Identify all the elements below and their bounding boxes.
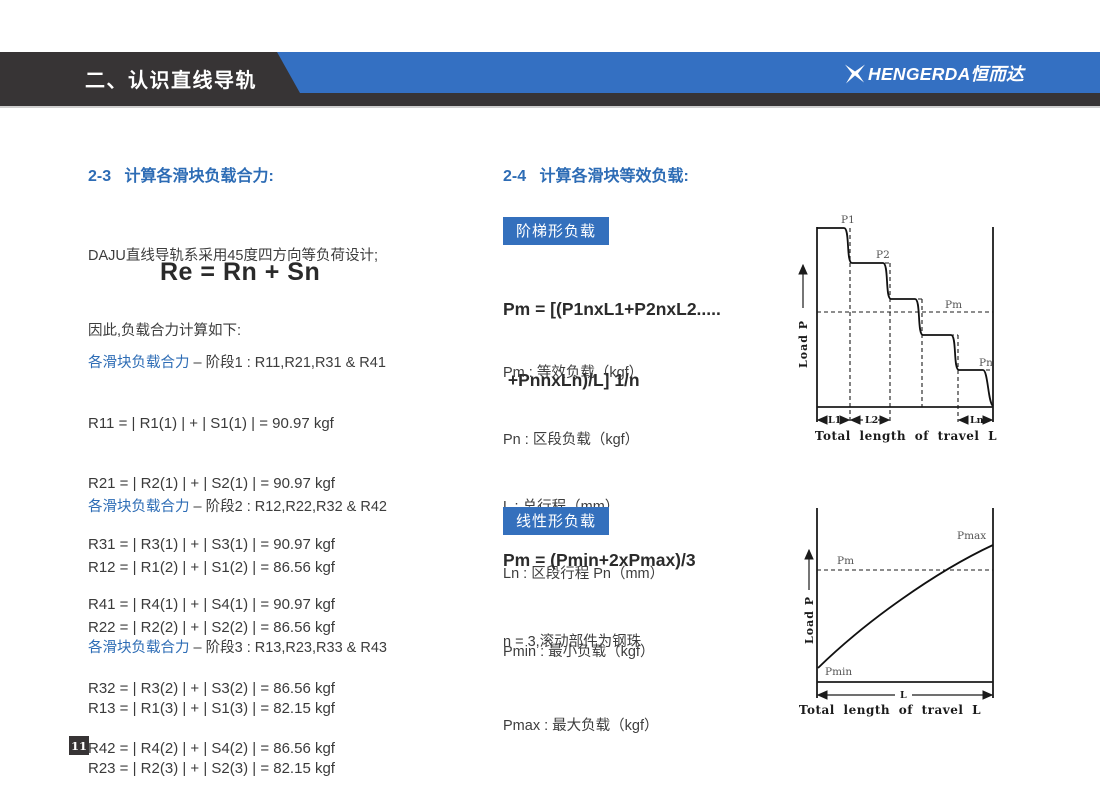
linear-caption: Total length of travel L	[799, 703, 981, 717]
definition-row: Pm : 等效负载（kgf）	[503, 364, 644, 381]
pm-label: Pm	[945, 299, 962, 311]
section-2-3-heading: 2-3 计算各滑块负载合力:	[88, 168, 274, 185]
brand-bird-icon	[843, 62, 867, 85]
l-label: L	[900, 690, 907, 701]
stepped-load-badge: 阶梯形负载	[503, 217, 610, 245]
block-heading: 各滑块负载合力 – 阶段1 : R11,R21,R31 & R41	[88, 351, 386, 372]
linear-load-diagram: Load P Pm Pmax Pmin L Total length of tr…	[799, 508, 994, 717]
stepped-caption: Total length of travel L	[815, 429, 997, 443]
definition-row: Pn : 区段负载（kgf）	[503, 432, 640, 449]
stepped-load-formula: Pm = [(P1nxL1+P2nxL2..... +PnnxLn)/L] 1/…	[503, 251, 721, 439]
pn-label: Pn	[979, 357, 993, 369]
load-block-stage-2: 各滑块负载合力 – 阶段2 : R12,R22,R32 & R42 R12 = …	[88, 459, 387, 798]
linear-y-axis-label: Load P	[803, 596, 816, 644]
section-2-4-heading: 2-4 计算各滑块等效负载:	[503, 168, 689, 185]
equation-row: R13 = | R1(3) | + | S1(3) | = 82.15 kgf	[88, 700, 335, 717]
equation-row: R12 = | R1(2) | + | S1(2) | = 86.56 kgf	[88, 559, 335, 576]
intro-paragraph: DAJU直线导轨系采用45度四方向等负荷设计; 因此,负载合力计算如下:	[88, 194, 378, 394]
pmin-label: Pmin	[825, 666, 852, 678]
l2-label: L2	[865, 415, 878, 426]
stepped-formula-line-2: +PnnxLn)/L] 1/n	[503, 369, 640, 390]
p2-label: P2	[876, 249, 890, 261]
equation-row: R21 = | R2(1) | + | S2(1) | = 90.97 kgf	[88, 475, 335, 493]
l1-label: L1	[828, 415, 841, 426]
intro-line-1: DAJU直线导轨系采用45度四方向等负荷设计;	[88, 248, 379, 264]
load-block-stage-1: 各滑块负载合力 – 阶段1 : R11,R21,R31 & R41 R11 = …	[88, 315, 386, 654]
equation-row: R23 = | R2(3) | + | S2(3) | = 82.15 kgf	[88, 760, 335, 778]
block-heading-label: 各滑块负载合力	[88, 499, 190, 515]
definition-row: n = 3,滚动部件为钢珠	[503, 633, 642, 650]
block-heading-label: 各滑块负载合力	[88, 355, 190, 371]
chapter-title: 二、认识直线导轨	[85, 70, 257, 92]
page-number-badge: 11	[69, 736, 89, 755]
equation-row: R41 = | R4(1) | + | S4(1) | = 90.97 kgf	[88, 596, 335, 614]
block-heading: 各滑块负载合力 – 阶段3 : R13,R23,R33 & R43	[88, 636, 387, 657]
resultant-force-formula: Re = Rn + Sn	[160, 258, 321, 286]
block-heading-suffix: – 阶段2 : R12,R22,R32 & R42	[189, 499, 387, 515]
p1-label: P1	[841, 214, 855, 226]
equation-row: R11 = | R1(1) | + | S1(1) | = 90.97 kgf	[88, 415, 334, 432]
equation-row: R22 = | R2(2) | + | S2(2) | = 86.56 kgf	[88, 619, 335, 637]
definition-row: Pmin : 最小负载（kgf）	[503, 644, 655, 660]
block-heading: 各滑块负载合力 – 阶段2 : R12,R22,R32 & R42	[88, 495, 387, 516]
linear-load-badge: 线性形负载	[503, 507, 610, 535]
block-heading-suffix: – 阶段1 : R11,R21,R31 & R41	[189, 355, 386, 371]
equation-row: R32 = | R3(2) | + | S3(2) | = 86.56 kgf	[88, 679, 335, 697]
linear-load-formula: Pm = (Pmin+2xPmax)/3	[503, 550, 696, 570]
stepped-y-axis-label: Load P	[797, 320, 810, 368]
intro-line-2: 因此,负载合力计算如下:	[88, 323, 242, 339]
brand-name: HENGERDA恒而达	[868, 63, 1024, 84]
definition-row: Ln : 区段行程 Pn（mm）	[503, 566, 665, 583]
pm-label: Pm	[837, 555, 854, 567]
equation-row: R31 = | R3(1) | + | S3(1) | = 90.97 kgf	[88, 535, 335, 553]
equation-row: R42 = | R4(2) | + | S4(2) | = 86.56 kgf	[88, 740, 335, 758]
brand-logo: HENGERDA恒而达	[843, 60, 1024, 86]
stepped-formula-line-1: Pm = [(P1nxL1+P2nxL2.....	[503, 299, 721, 319]
stepped-load-diagram: Load P P1 P2 Pm Pn L1 L2 Ln Total length…	[797, 214, 997, 443]
header-blue-band	[277, 52, 1100, 93]
pmax-label: Pmax	[957, 530, 986, 542]
definition-row: Pmax : 最大负载（kgf）	[503, 717, 659, 734]
load-block-stage-3: 各滑块负载合力 – 阶段3 : R13,R23,R33 & R43 R13 = …	[88, 600, 387, 802]
block-heading-label: 各滑块负载合力	[88, 640, 190, 656]
block-heading-suffix: – 阶段3 : R13,R23,R33 & R43	[189, 640, 387, 656]
ln-label: Ln	[970, 415, 984, 426]
linear-definitions: Pmin : 最小负载（kgf） Pmax : 最大负载（kgf）	[503, 591, 659, 787]
